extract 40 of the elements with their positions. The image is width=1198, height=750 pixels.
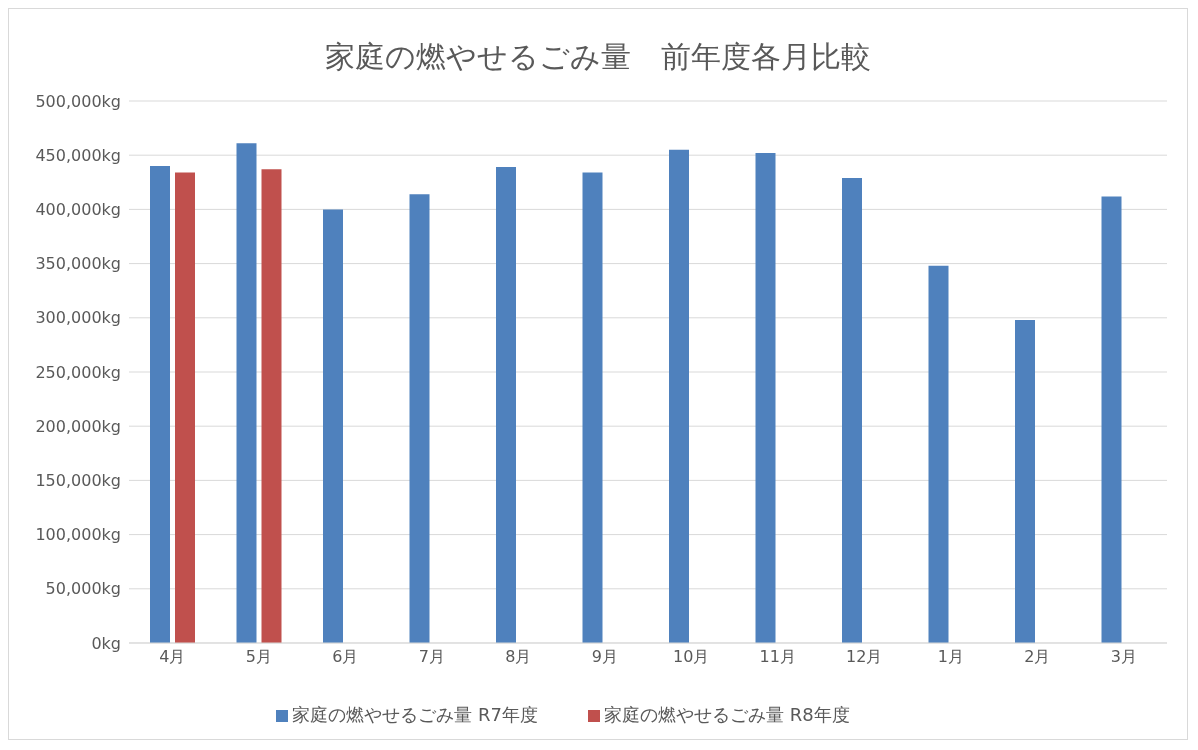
bar: [928, 265, 949, 643]
x-tick-label: 11月: [759, 647, 796, 667]
y-tick-label: 450,000kg: [35, 145, 121, 165]
y-tick-label: 400,000kg: [35, 200, 121, 220]
bar: [496, 167, 516, 643]
x-tick-label: 2月: [1024, 647, 1051, 667]
x-tick-label: 4月: [159, 647, 186, 667]
bar: [261, 169, 282, 643]
bar: [236, 143, 257, 643]
y-tick-label: 500,000kg: [35, 91, 121, 111]
bar: [1101, 196, 1122, 643]
x-tick-label: 3月: [1110, 647, 1137, 667]
x-tick-label: 1月: [937, 647, 964, 667]
bar: [323, 209, 343, 643]
y-tick-label: 250,000kg: [35, 362, 121, 382]
legend-label: 家庭の燃やせるごみ量 R8年度: [604, 704, 850, 725]
bar: [755, 153, 776, 643]
y-tick-label: 0kg: [91, 633, 121, 653]
y-tick-label: 150,000kg: [35, 471, 121, 491]
x-tick-label: 8月: [505, 647, 532, 667]
y-tick-label: 350,000kg: [35, 254, 121, 274]
bar: [1015, 319, 1035, 643]
x-tick-label: 12月: [846, 647, 883, 667]
x-tick-label: 9月: [591, 647, 618, 667]
x-tick-label: 10月: [673, 647, 710, 667]
bar: [409, 194, 430, 643]
bar: [150, 166, 170, 643]
chart-title: 家庭の燃やせるごみ量 前年度各月比較: [324, 38, 872, 76]
y-tick-label: 50,000kg: [45, 579, 121, 599]
y-tick-label: 300,000kg: [35, 308, 121, 328]
y-tick-label: 200,000kg: [35, 416, 121, 436]
bar: [842, 177, 862, 643]
bar: [175, 172, 195, 643]
bar: [582, 172, 603, 643]
x-tick-label: 5月: [245, 647, 272, 667]
x-tick-label: 6月: [332, 647, 359, 667]
bar: [669, 149, 689, 643]
x-tick-label: 7月: [418, 647, 445, 667]
y-tick-label: 100,000kg: [35, 525, 121, 545]
legend-label: 家庭の燃やせるごみ量 R7年度: [292, 704, 538, 725]
